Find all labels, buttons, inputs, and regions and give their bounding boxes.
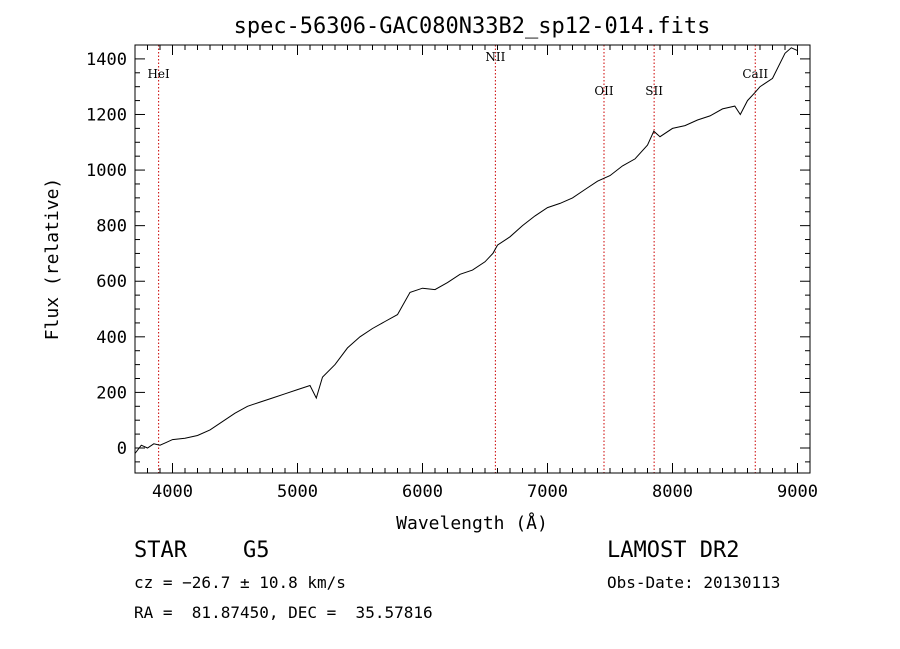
chart-title: spec-56306-GAC080N33B2_sp12-014.fits <box>234 14 711 39</box>
spectrum-chart: spec-56306-GAC080N33B2_sp12-014.fits HeI… <box>42 14 818 534</box>
x-tick-label: 4000 <box>152 482 193 502</box>
reference-lines: HeI NII OII SII CaII <box>147 45 768 473</box>
reference-label-sii: SII <box>645 84 663 98</box>
survey-name: LAMOST DR2 <box>607 538 740 563</box>
x-axis-label: Wavelength (Å) <box>396 512 548 534</box>
reference-label-oii: OII <box>594 84 614 98</box>
object-subclass: G5 <box>243 538 270 563</box>
spectrum-line <box>134 47 798 454</box>
x-tick-label: 5000 <box>277 482 318 502</box>
reference-label-caii: CaII <box>742 67 768 81</box>
reference-label-hei: HeI <box>147 67 170 81</box>
y-tick-label: 200 <box>96 383 127 403</box>
x-axis: 4000 5000 6000 7000 8000 9000 <box>134 45 818 502</box>
x-tick-label: 9000 <box>777 482 818 502</box>
redshift-text: cz = −26.7 ± 10.8 km/s <box>134 573 346 592</box>
y-tick-label: 400 <box>96 328 127 348</box>
reference-label-nii: NII <box>485 50 505 64</box>
y-tick-label: 0 <box>117 439 127 459</box>
y-axis: 0 200 400 600 800 1000 1200 1400 <box>86 44 810 463</box>
coords-text: RA = 81.87450, DEC = 35.57816 <box>134 603 433 622</box>
x-tick-label: 7000 <box>527 482 568 502</box>
y-tick-label: 1000 <box>86 161 127 181</box>
plot-frame <box>134 44 811 474</box>
y-axis-label: Flux (relative) <box>42 178 63 341</box>
x-tick-label: 6000 <box>402 482 443 502</box>
y-tick-label: 1200 <box>86 105 127 125</box>
y-tick-label: 1400 <box>86 50 127 70</box>
obs-date-text: Obs-Date: 20130113 <box>607 573 781 592</box>
y-tick-label: 800 <box>96 217 127 237</box>
object-class: STAR <box>134 538 187 563</box>
y-tick-label: 600 <box>96 272 127 292</box>
x-tick-label: 8000 <box>652 482 693 502</box>
